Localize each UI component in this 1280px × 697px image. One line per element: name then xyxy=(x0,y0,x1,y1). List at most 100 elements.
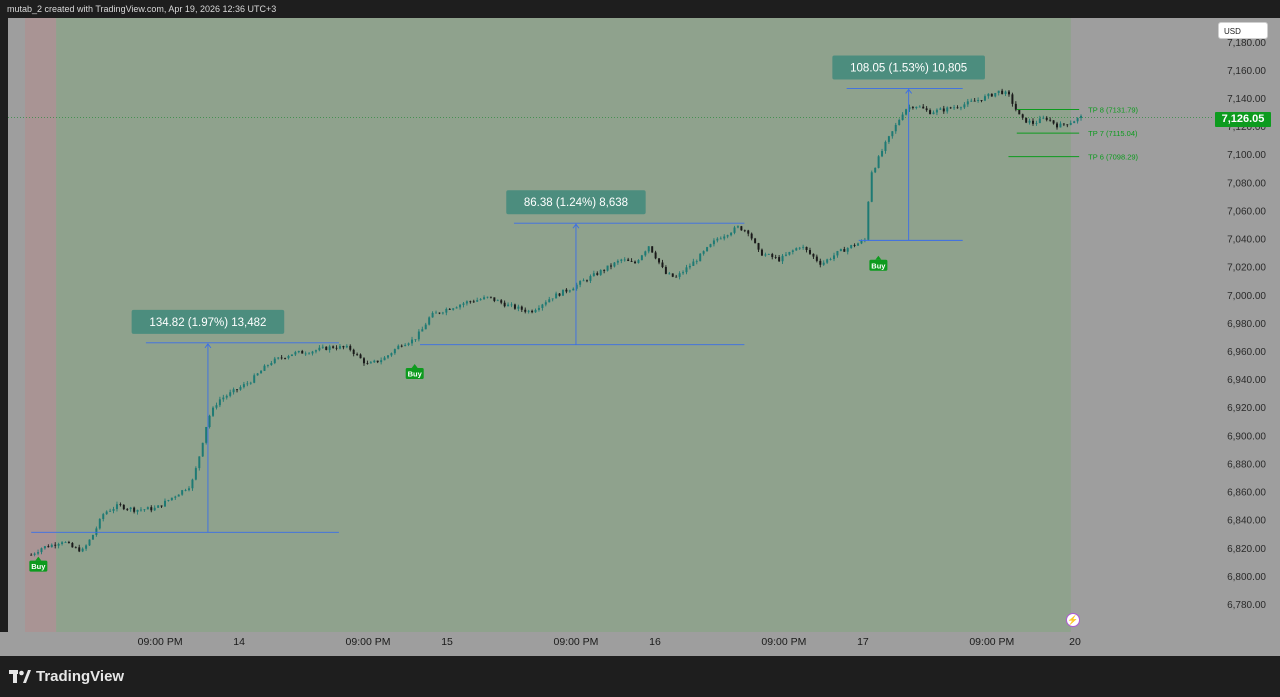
candle-body xyxy=(448,308,451,310)
candle-body xyxy=(215,405,218,408)
candle-body xyxy=(205,426,208,443)
candle-body xyxy=(596,273,599,275)
candle-body xyxy=(260,370,263,374)
candle-body xyxy=(266,365,269,366)
candle-body xyxy=(318,347,321,351)
y-tick-label: 6,880.00 xyxy=(1227,459,1266,470)
buy-signal-badge[interactable] xyxy=(869,259,888,271)
candle-body xyxy=(537,307,540,310)
candle-body xyxy=(146,507,149,510)
candle-body xyxy=(85,545,88,549)
candle-body xyxy=(414,339,417,341)
candle-body xyxy=(1076,118,1079,122)
candle-body xyxy=(287,355,290,359)
candle-body xyxy=(43,546,46,549)
buy-signal-badge[interactable] xyxy=(405,368,424,380)
candlestick-chart[interactable]: 7,160.00 7,140.00 7,120.00 7,100.00 7,080.00… xyxy=(0,18,1280,656)
x-tick-label: 17 xyxy=(857,636,869,648)
candle-body xyxy=(548,299,551,303)
candle-body xyxy=(699,253,702,262)
candle-body xyxy=(678,273,681,277)
buy-signal-pointer xyxy=(875,255,882,260)
candle-body xyxy=(894,124,897,132)
candle-body xyxy=(692,261,695,266)
candle-body xyxy=(194,468,197,480)
candle-body xyxy=(136,509,139,512)
candle-body xyxy=(122,504,125,510)
candle-body xyxy=(369,362,372,364)
candle-body xyxy=(249,382,252,384)
candle-body xyxy=(726,235,729,237)
candle-body xyxy=(465,301,468,304)
candle-body xyxy=(857,243,860,246)
measure-label: 108.05 (1.53%) 10,805 xyxy=(850,62,967,74)
candle-body xyxy=(1018,109,1021,115)
candle-body xyxy=(850,245,853,249)
candle-body xyxy=(757,243,760,250)
candle-body xyxy=(273,358,276,364)
candle-body xyxy=(225,395,228,398)
y-tick-label: 6,860.00 xyxy=(1227,488,1266,499)
candle-body xyxy=(71,542,74,548)
candle-body xyxy=(846,248,849,252)
measure-arrowhead xyxy=(204,343,212,349)
candle-body xyxy=(791,250,794,252)
candle-body xyxy=(932,112,935,115)
candle-body xyxy=(1066,124,1069,126)
candle-body xyxy=(1001,90,1004,95)
candle-body xyxy=(404,344,407,347)
candle-body xyxy=(472,301,475,303)
candle-body xyxy=(294,352,297,355)
candle-body xyxy=(212,407,215,416)
y-tick-label: 7,020.00 xyxy=(1227,263,1266,274)
lightning-icon[interactable]: ⚡ xyxy=(1066,613,1080,627)
candle-body xyxy=(853,245,856,246)
candle-body xyxy=(1007,91,1010,95)
candle-body xyxy=(826,259,829,263)
candle-body xyxy=(994,92,997,97)
candle-body xyxy=(57,543,60,546)
candle-body xyxy=(959,107,962,109)
candle-body xyxy=(390,353,393,356)
candle-body xyxy=(956,107,959,109)
currency-selector[interactable]: USD xyxy=(1218,22,1268,39)
buy-signal-badge[interactable] xyxy=(29,560,48,572)
candle-body xyxy=(1080,115,1083,119)
candle-body xyxy=(599,270,602,275)
candle-body xyxy=(256,373,259,376)
candle-body xyxy=(359,354,362,359)
candle-body xyxy=(740,226,743,231)
candle-body xyxy=(507,304,510,307)
tradingview-logo[interactable]: TradingView xyxy=(9,667,124,685)
candle-body xyxy=(105,511,108,515)
y-tick-label: 7,040.00 xyxy=(1227,235,1266,246)
candle-body xyxy=(33,553,36,555)
candle-body xyxy=(541,304,544,308)
measure-arrowhead xyxy=(572,223,580,229)
candle-body xyxy=(901,114,904,120)
candle-body xyxy=(441,312,444,314)
candle-body xyxy=(270,363,273,366)
candle-body xyxy=(647,246,650,252)
candle-body xyxy=(736,226,739,228)
candle-body xyxy=(95,528,98,535)
chart-frame[interactable]: 7,160.00 7,140.00 7,120.00 7,100.00 7,080.00… xyxy=(0,18,1280,656)
candle-body xyxy=(397,345,400,350)
candle-body xyxy=(91,534,94,540)
candle-body xyxy=(839,249,842,252)
candle-body xyxy=(778,257,781,262)
candle-body xyxy=(754,238,757,244)
candle-body xyxy=(88,539,91,546)
candle-body xyxy=(386,355,389,358)
candle-body xyxy=(922,106,925,109)
candle-body xyxy=(400,345,403,347)
candle-body xyxy=(983,96,986,101)
candle-body xyxy=(1045,117,1048,120)
candle-body xyxy=(843,249,846,252)
candle-body xyxy=(119,504,122,506)
candle-body xyxy=(685,267,688,273)
candle-body xyxy=(407,343,410,345)
candle-body xyxy=(671,273,674,277)
candle-body xyxy=(376,360,379,363)
candle-body xyxy=(222,397,225,400)
